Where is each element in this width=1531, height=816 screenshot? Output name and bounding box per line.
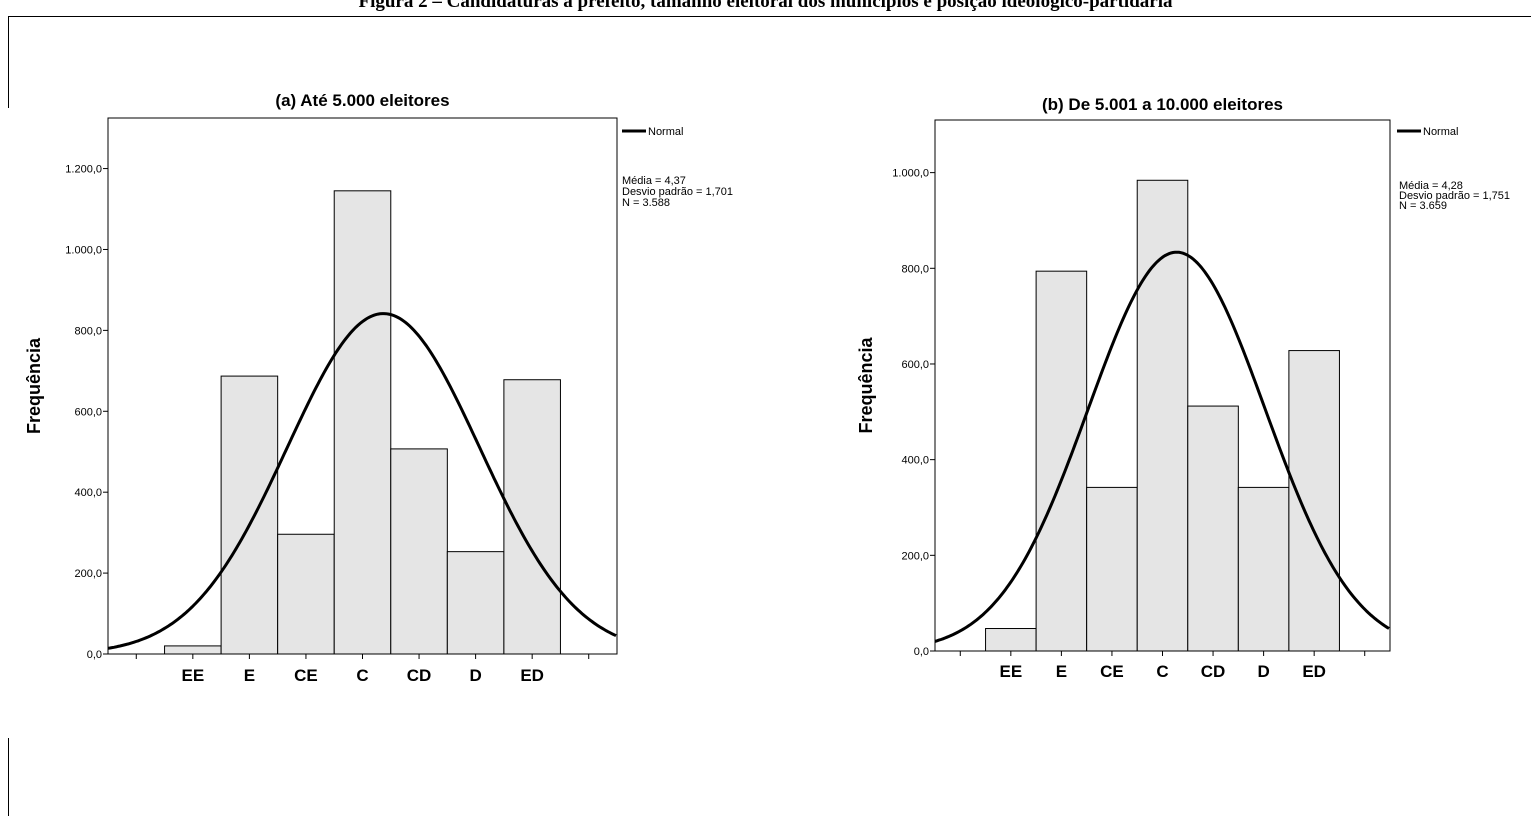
legend-label: Normal <box>1423 126 1458 138</box>
chart-title: (a) Até 5.000 eleitores <box>275 91 449 110</box>
bar-ce <box>277 533 335 655</box>
stats-line: Média = 4,28 <box>1399 180 1463 192</box>
bar-e <box>1035 270 1088 652</box>
frame-left-border-lower <box>8 738 9 816</box>
y-tick-label: 400,0 <box>74 487 102 499</box>
x-tick-label: CE <box>1100 662 1124 681</box>
figure-title: Figura 2 – Candidaturas à prefeito, tama… <box>358 0 1173 12</box>
bar-e <box>220 375 279 655</box>
stats-line: Média = 4,37 <box>622 175 686 187</box>
x-tick-label: ED <box>520 666 544 685</box>
x-tick-label: CE <box>294 666 318 685</box>
bar-c <box>333 190 392 655</box>
bar-cd <box>1187 405 1239 652</box>
bar-d <box>446 551 505 655</box>
legend-label: Normal <box>648 126 683 138</box>
chart-title: (b) De 5.001 a 10.000 eleitores <box>1042 95 1283 114</box>
normal-curve-line <box>934 250 1390 643</box>
y-tick-label: 200,0 <box>901 550 929 562</box>
y-tick-label: 1.000,0 <box>65 244 102 256</box>
x-tick-label: C <box>1156 662 1168 681</box>
y-tick-label: 800,0 <box>901 263 929 275</box>
frame-left-border <box>8 16 9 108</box>
x-tick-label: E <box>1056 662 1067 681</box>
x-tick-label: CD <box>1201 662 1226 681</box>
y-tick-label: 1.200,0 <box>65 164 102 176</box>
bar-ee <box>985 628 1037 652</box>
x-tick-label: C <box>356 666 368 685</box>
y-tick-label: 400,0 <box>901 455 929 467</box>
normal-curve-line <box>107 312 617 650</box>
y-tick-label: 1.000,0 <box>892 168 929 180</box>
y-axis-label: Frequência <box>856 336 876 433</box>
x-tick-label: D <box>469 666 481 685</box>
y-tick-label: 600,0 <box>901 359 929 371</box>
bar-c <box>1136 179 1189 652</box>
y-tick-label: 200,0 <box>74 568 102 580</box>
x-tick-label: ED <box>1302 662 1326 681</box>
y-tick-label: 600,0 <box>74 406 102 418</box>
stats-line: Desvio padrão = 1,751 <box>1399 190 1510 202</box>
x-tick-label: CD <box>407 666 432 685</box>
y-tick-label: 800,0 <box>74 325 102 337</box>
bar-ed <box>1288 350 1340 652</box>
y-tick-label: 0,0 <box>87 649 102 661</box>
frame-top-border <box>8 16 1531 17</box>
x-tick-label: E <box>244 666 255 685</box>
stats-line: N = 3.588 <box>622 197 670 209</box>
bar-ce <box>1086 486 1138 652</box>
y-tick-label: 0,0 <box>914 646 929 658</box>
y-axis-label: Frequência <box>24 337 44 434</box>
x-tick-label: D <box>1257 662 1269 681</box>
x-tick-label: EE <box>999 662 1022 681</box>
bar-ee <box>164 645 222 655</box>
stats-line: N = 3.659 <box>1399 200 1447 212</box>
bar-d <box>1237 486 1290 652</box>
stats-line: Desvio padrão = 1,701 <box>622 186 733 198</box>
x-tick-label: EE <box>181 666 204 685</box>
bar-cd <box>390 448 448 655</box>
